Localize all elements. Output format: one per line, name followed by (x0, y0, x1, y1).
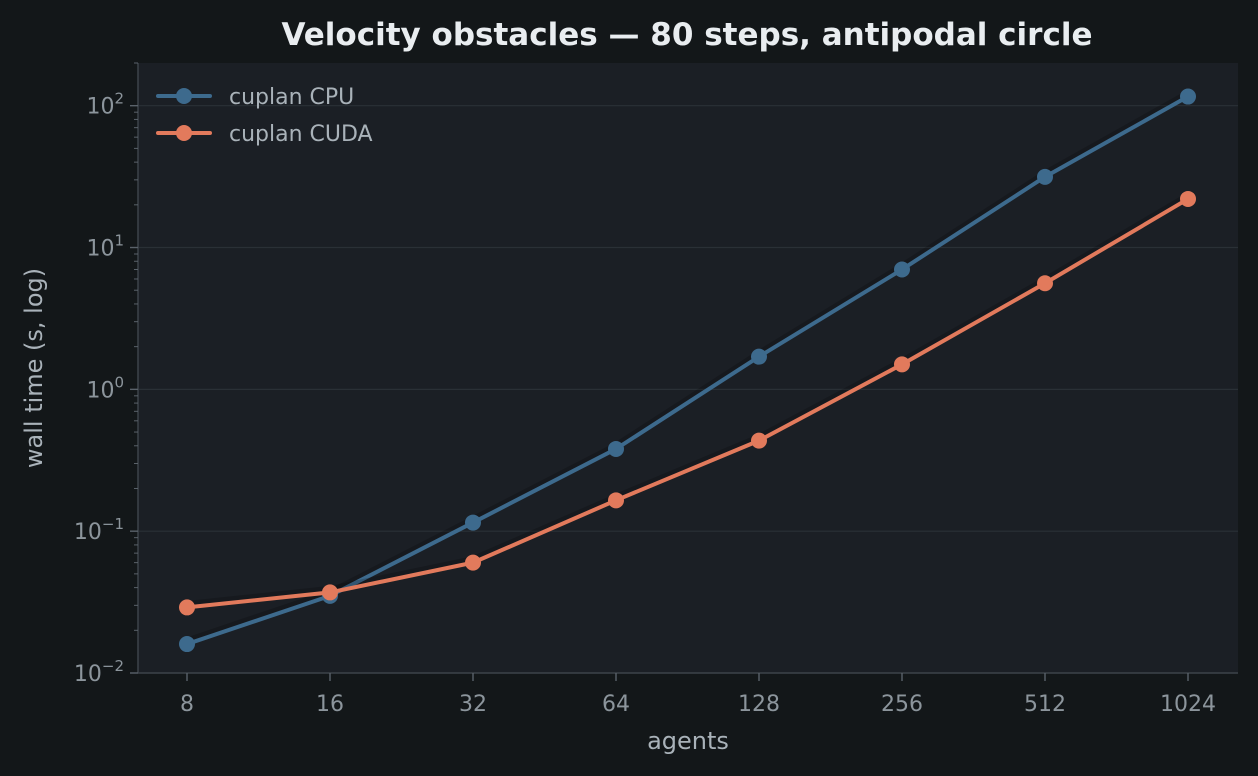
x-tick-label: 32 (459, 692, 487, 717)
x-axis-label: agents (647, 727, 729, 755)
axes: 10−2 10−1 100 101 102 8 16 32 64 128 256 512 1024 (74, 62, 1238, 717)
x-tick-label: 16 (316, 692, 344, 717)
data-point-cuplan-cpu (894, 261, 910, 278)
x-tick-label: 512 (1024, 692, 1066, 717)
legend-label-cuplan-cpu: cuplan CPU (229, 85, 354, 110)
series-band-cuplan-cpu (185, 90, 1190, 645)
y-tick-label: 10−1 (74, 515, 124, 545)
y-axis-label: wall time (s, log) (20, 268, 48, 468)
data-point-cuplan-cuda (1180, 190, 1196, 207)
data-point-cuplan-cuda (751, 432, 767, 449)
data-point-cuplan-cpu (1037, 168, 1053, 185)
data-point-cuplan-cuda (894, 356, 910, 373)
data-point-cuplan-cpu (179, 636, 195, 653)
y-tick-label: 10−2 (74, 657, 124, 687)
data-point-cuplan-cpu (1180, 88, 1196, 105)
plot-area (138, 63, 1238, 673)
x-tick-label: 256 (881, 692, 923, 717)
chart-title: Velocity obstacles — 80 steps, antipodal… (281, 17, 1092, 53)
y-tick-label: 102 (86, 90, 124, 120)
x-tick-label: 8 (180, 692, 194, 717)
data-point-cuplan-cuda (608, 492, 624, 509)
legend-label-cuplan-cuda: cuplan CUDA (229, 122, 373, 147)
data-point-cuplan-cpu (608, 440, 624, 457)
x-tick-label: 128 (738, 692, 780, 717)
legend: cuplan CPU cuplan CUDA (156, 85, 373, 147)
legend-marker-cuplan-cuda (176, 125, 192, 141)
data-point-cuplan-cuda (465, 554, 481, 571)
x-tick-label: 1024 (1160, 692, 1216, 717)
legend-marker-cuplan-cpu (176, 88, 192, 104)
gridlines (138, 105, 1238, 532)
series-line-cuplan-cpu (185, 94, 1190, 647)
data-point-cuplan-cuda (1037, 275, 1053, 292)
y-tick-label: 101 (86, 232, 124, 262)
data-point-cuplan-cuda (179, 599, 195, 616)
data-point-cuplan-cuda (322, 584, 338, 601)
data-point-cuplan-cpu (751, 348, 767, 365)
data-point-cuplan-cpu (465, 514, 481, 531)
series-line-cuplan-cuda (185, 196, 1190, 610)
x-tick-label: 64 (602, 692, 630, 717)
series-band-cuplan-cuda (186, 192, 1190, 608)
series-layer (179, 88, 1196, 653)
y-tick-label: 100 (86, 373, 124, 403)
